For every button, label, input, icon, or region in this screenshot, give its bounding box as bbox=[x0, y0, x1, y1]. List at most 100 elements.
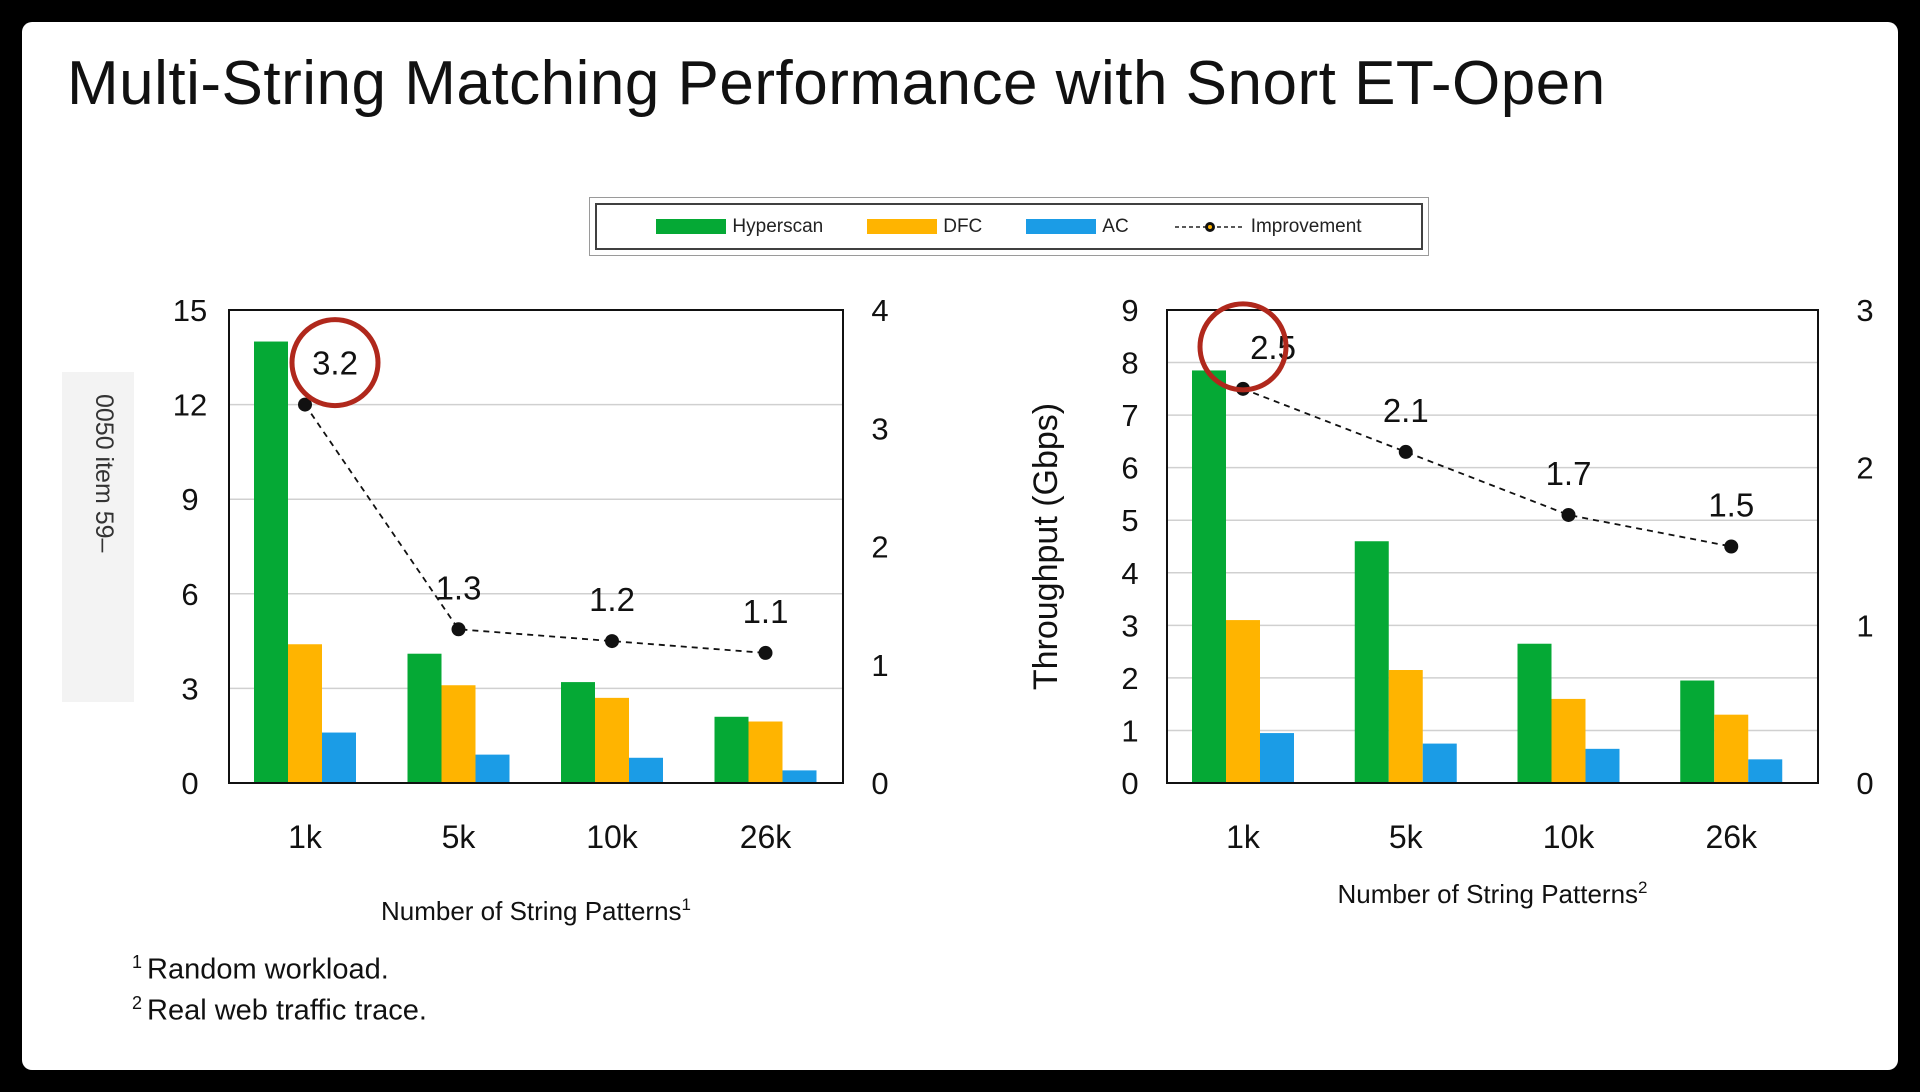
chart2-improvement-line bbox=[1242, 387, 1732, 548]
footnote-2: 2 Real web traffic trace. bbox=[132, 993, 427, 1028]
page-title: Multi-String Matching Performance with S… bbox=[67, 49, 1606, 118]
chart1-bar-ac-1k bbox=[322, 732, 356, 783]
chart2-bar-hyperscan-5k bbox=[1354, 541, 1389, 783]
chart1-xtick-label: 26k bbox=[740, 819, 793, 855]
chart2-bar-hyperscan-10k bbox=[1517, 643, 1552, 783]
chart2-y-axis-label: Throughput (Gbps) bbox=[1027, 403, 1065, 690]
legend-swatch-improvement bbox=[1174, 221, 1245, 232]
slide: Multi-String Matching Performance with S… bbox=[22, 22, 1898, 1070]
chart1-bar-hyperscan-1k bbox=[254, 341, 288, 783]
chart1-bar-dfc-10k bbox=[595, 697, 629, 783]
chart1-bar-hyperscan-26k bbox=[714, 716, 749, 783]
chart1-improvement-label-26k: 1.1 bbox=[743, 593, 789, 630]
legend-label-improvement: Improvement bbox=[1250, 215, 1362, 237]
chart1-plot-frame bbox=[228, 309, 844, 784]
legend-item-improvement: Improvement bbox=[1173, 216, 1362, 238]
chart2-y2tick-label: 1 bbox=[1856, 608, 1873, 643]
chart2-plot-frame bbox=[1166, 309, 1819, 784]
chart2-bar-dfc-26k bbox=[1714, 714, 1749, 783]
chart2-ytick-label: 7 bbox=[1121, 398, 1138, 433]
chart2-improvement-point-26k bbox=[1724, 539, 1739, 554]
footnote-2-mark: 2 bbox=[132, 992, 143, 1013]
chart2-improvement-label-5k: 2.1 bbox=[1383, 392, 1429, 429]
legend-item-dfc: DFC bbox=[867, 216, 982, 238]
chart1-xtick-label: 1k bbox=[288, 819, 323, 855]
side-label: 0050 item 59– bbox=[62, 372, 134, 702]
chart1-x-axis-label: Number of String Patterns1 bbox=[381, 895, 691, 926]
chart2-bar-ac-26k bbox=[1748, 759, 1783, 783]
footnote-1-text: Random workload. bbox=[147, 953, 389, 986]
chart1-bar-dfc-1k bbox=[288, 644, 322, 783]
chart1-bar-dfc-5k bbox=[441, 685, 476, 783]
chart1-ytick-label: 6 bbox=[181, 577, 198, 612]
chart1-ytick-label: 9 bbox=[181, 482, 198, 517]
chart2-bar-dfc-10k bbox=[1551, 698, 1586, 783]
legend-item-hyperscan: Hyperscan bbox=[656, 216, 823, 238]
chart2-improvement-point-10k bbox=[1561, 507, 1576, 522]
chart2-ytick-label: 2 bbox=[1121, 661, 1138, 696]
chart1-ytick-label: 3 bbox=[181, 671, 198, 706]
chart2-xtick-label: 10k bbox=[1543, 819, 1596, 855]
legend-swatch-dfc bbox=[867, 219, 938, 234]
chart1-bar-ac-5k bbox=[475, 754, 510, 783]
legend-item-ac: AC bbox=[1026, 215, 1129, 238]
chart1-improvement-point-10k bbox=[605, 634, 619, 649]
legend-box: Hyperscan DFC AC Improvement bbox=[595, 203, 1423, 250]
chart1-bar-dfc-26k bbox=[748, 721, 783, 783]
chart2-ytick-label: 3 bbox=[1121, 608, 1138, 643]
footnote-1: 1 Random workload. bbox=[132, 952, 427, 987]
chart2-y2tick-label: 2 bbox=[1856, 451, 1873, 486]
chart1-xtick-label: 10k bbox=[586, 819, 639, 855]
chart1-bar-hyperscan-10k bbox=[561, 682, 595, 783]
chart1-y2tick-label: 4 bbox=[871, 293, 888, 328]
chart2-ytick-label: 1 bbox=[1121, 713, 1138, 748]
chart1-highlight-circle bbox=[289, 317, 381, 409]
chart2-improvement-label-1k: 2.5 bbox=[1250, 329, 1296, 366]
chart1-improvement-label-10k: 1.2 bbox=[589, 581, 635, 618]
legend: Hyperscan DFC AC Improvement bbox=[589, 197, 1429, 256]
chart2-xtick-label: 26k bbox=[1705, 819, 1758, 855]
footnote-2-text: Real web traffic trace. bbox=[147, 994, 427, 1027]
chart1-improvement-line bbox=[304, 404, 766, 654]
chart2-xtick-label: 5k bbox=[1389, 819, 1424, 855]
chart2-improvement-label-26k: 1.5 bbox=[1708, 487, 1754, 524]
footnotes: 1 Random workload. 2 Real web traffic trac… bbox=[132, 952, 427, 1033]
chart2-ytick-label: 4 bbox=[1121, 556, 1138, 591]
chart1-ytick-label: 12 bbox=[173, 388, 207, 423]
chart2-ytick-label: 8 bbox=[1121, 346, 1138, 381]
chart2-bar-ac-10k bbox=[1585, 748, 1620, 783]
chart2-bar-hyperscan-26k bbox=[1680, 680, 1715, 783]
footnote-1-mark: 1 bbox=[132, 952, 143, 972]
chart1-improvement-point-1k bbox=[298, 397, 312, 412]
chart2-bar-dfc-5k bbox=[1388, 670, 1423, 783]
legend-label-dfc: DFC bbox=[943, 215, 983, 237]
chart1-y2tick-label: 0 bbox=[871, 766, 888, 801]
chart1-y2tick-label: 2 bbox=[871, 530, 888, 565]
chart2-bar-hyperscan-1k bbox=[1192, 370, 1226, 783]
chart2-y2tick-label: 3 bbox=[1856, 293, 1873, 328]
chart2-ytick-label: 9 bbox=[1121, 293, 1138, 328]
chart1-improvement-label-5k: 1.3 bbox=[436, 569, 482, 606]
chart2-ytick-label: 5 bbox=[1121, 503, 1138, 538]
chart2-highlight-circle bbox=[1197, 301, 1289, 393]
chart2-bar-ac-1k bbox=[1260, 733, 1294, 783]
chart1-bar-ac-26k bbox=[782, 770, 817, 783]
chart1-ytick-label: 0 bbox=[181, 766, 198, 801]
chart1-improvement-label-1k: 3.2 bbox=[312, 345, 358, 382]
chart2-ytick-label: 6 bbox=[1121, 451, 1138, 486]
chart1-y2tick-label: 1 bbox=[871, 648, 888, 683]
legend-swatch-hyperscan bbox=[656, 219, 727, 234]
chart2-improvement-point-5k bbox=[1398, 444, 1413, 459]
chart2-improvement-label-10k: 1.7 bbox=[1546, 455, 1592, 492]
legend-label-ac: AC bbox=[1102, 215, 1129, 237]
chart2-bar-dfc-1k bbox=[1226, 620, 1260, 783]
chart2-bar-ac-5k bbox=[1422, 743, 1457, 783]
chart1-improvement-point-26k bbox=[758, 645, 773, 660]
chart1-bar-hyperscan-5k bbox=[407, 653, 442, 783]
legend-swatch-ac bbox=[1026, 219, 1097, 234]
chart1-xtick-label: 5k bbox=[442, 819, 477, 855]
chart2-x-axis-label: Number of String Patterns2 bbox=[1337, 878, 1647, 909]
chart1-ytick-label: 15 bbox=[173, 293, 207, 328]
chart1-y2tick-label: 3 bbox=[871, 411, 888, 446]
